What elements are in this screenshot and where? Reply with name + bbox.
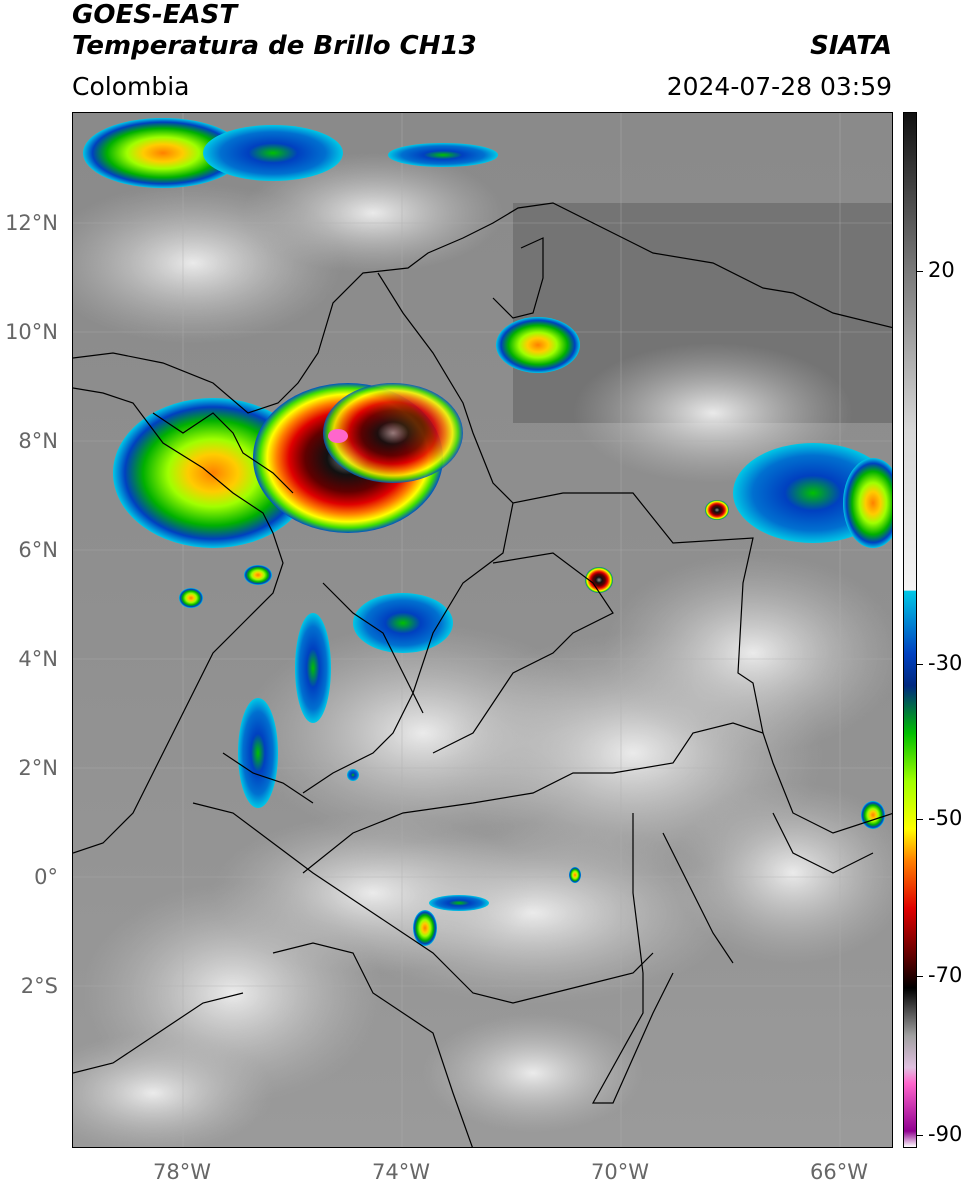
colorbar-label: -70 [928,963,963,987]
lat-tick-label: 10°N [5,320,58,344]
lat-tick-label: 0° [34,865,58,889]
colorbar-tick [917,819,923,820]
lon-tick-label: 70°W [591,1160,649,1184]
colorbar-tick [917,976,923,977]
lat-tick-label: 4°N [18,647,58,671]
satellite-map[interactable] [72,112,893,1148]
cloud-field [73,153,892,1147]
colorbar-tick [917,1135,923,1136]
colorbar-label: -50 [928,806,963,830]
lat-tick-label: 8°N [18,429,58,453]
colorbar-tick [917,271,923,272]
temperature-colorbar [903,112,917,1148]
storm-cell-nw [83,118,243,188]
convective-cells [83,118,892,946]
title-satellite: GOES-EAST [72,0,238,30]
lon-tick-label: 78°W [153,1160,211,1184]
colorbar-tick [917,664,923,665]
colorbar-label: 20 [928,258,955,282]
lat-tick-label: 2°N [18,756,58,780]
lon-tick-label: 66°W [810,1160,868,1184]
timestamp: 2024-07-28 03:59 [666,72,892,101]
title-product: Temperatura de Brillo CH13 [72,31,477,61]
colorbar-label: -90 [928,1122,963,1146]
political-borders [73,202,892,1147]
storm-cell-east [585,567,613,593]
storm-cell-guajira [496,317,580,373]
title-block: GOES-EAST Temperatura de Brillo CH13 [72,0,477,62]
region-label: Colombia [72,72,190,101]
lat-tick-label: 12°N [5,211,58,235]
lat-tick-label: 6°N [18,538,58,562]
brand-label: SIATA [810,31,892,61]
map-canvas [73,113,892,1147]
lon-tick-label: 74°W [372,1160,430,1184]
lat-tick-label: 2°S [20,974,58,998]
colorbar-label: -30 [928,651,963,675]
storm-cell-central [353,593,453,653]
